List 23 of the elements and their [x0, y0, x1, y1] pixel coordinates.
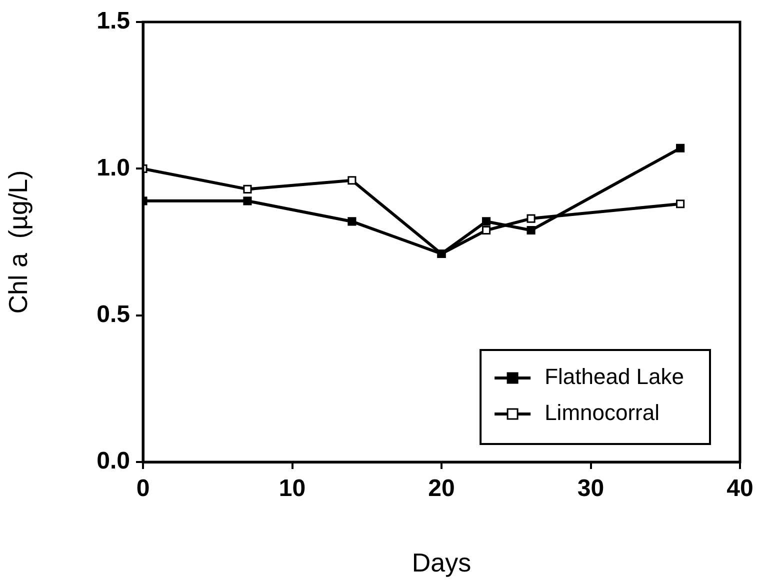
- point: [243, 184, 252, 194]
- point: [348, 217, 356, 226]
- x-tick-label: 40: [726, 475, 754, 502]
- point: [526, 214, 536, 223]
- point: [348, 176, 356, 185]
- point: [482, 226, 491, 235]
- legend-label: Limnocorral: [544, 400, 660, 426]
- y-tick-label: 0.5: [96, 300, 130, 328]
- x-tick-label: 20: [428, 475, 455, 502]
- point: [243, 196, 252, 206]
- x-tick-label: 30: [577, 475, 604, 502]
- x-tick-label: 0: [136, 475, 150, 502]
- y-tick-label: 1.0: [96, 154, 130, 182]
- y-tick-label: 0.0: [96, 448, 130, 475]
- legend-label: Flathead Lake: [544, 364, 684, 390]
- y-tick-label: 1.5: [96, 8, 130, 35]
- point: [676, 144, 685, 152]
- point: [526, 226, 536, 235]
- y-axis-title: Chl a (µg/L): [2, 170, 33, 314]
- x-axis-title: Days: [412, 548, 472, 578]
- x-tick-label: 10: [278, 475, 306, 502]
- point: [482, 217, 491, 226]
- point: [676, 200, 685, 208]
